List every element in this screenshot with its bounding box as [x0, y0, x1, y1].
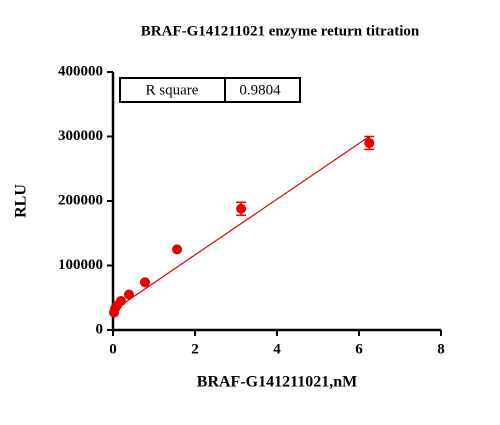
x-axis-label: BRAF-G141211021,nM — [197, 374, 357, 391]
y-tick-label: 100000 — [58, 257, 103, 273]
chart-title: BRAF-G141211021 enzyme return titration — [141, 23, 420, 39]
point — [364, 137, 375, 148]
point — [236, 203, 247, 214]
y-tick-label: 400000 — [58, 63, 103, 79]
point — [172, 244, 183, 255]
fit-line — [112, 136, 370, 312]
y-tick-label: 0 — [96, 321, 104, 337]
x-tick-label: 6 — [355, 341, 363, 357]
x-tick-label: 2 — [191, 341, 199, 357]
point — [123, 289, 134, 300]
r-square-box — [119, 77, 301, 103]
x-tick-label: 0 — [109, 341, 117, 357]
x-tick-label: 8 — [437, 341, 445, 357]
point — [139, 277, 150, 288]
x-tick-label: 4 — [273, 341, 281, 357]
point — [115, 295, 126, 306]
y-axis-label: RLU — [13, 184, 30, 218]
y-tick-label: 300000 — [58, 128, 103, 144]
r-square-label: R square — [146, 82, 199, 98]
r-square-value: 0.9804 — [239, 82, 281, 98]
y-tick-label: 200000 — [58, 192, 103, 208]
